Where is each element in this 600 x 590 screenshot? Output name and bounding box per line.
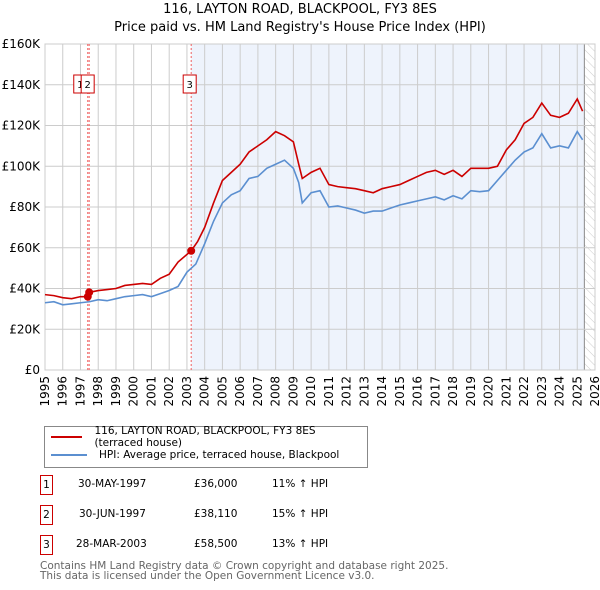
x-tick-label: 2004 xyxy=(198,376,212,407)
x-tick-label: 2000 xyxy=(127,376,141,407)
x-tick-label: 2003 xyxy=(180,376,194,407)
y-tick-label: £140K xyxy=(2,78,42,92)
legend-label-hpi: HPI: Average price, terraced house, Blac… xyxy=(99,449,340,461)
sale-hpi: 13% ↑ HPI xyxy=(272,538,329,550)
x-tick-label: 2012 xyxy=(340,376,354,407)
sale-point xyxy=(85,288,94,297)
x-tick-label: 2007 xyxy=(251,376,265,407)
sale-point xyxy=(187,246,196,255)
legend: 116, LAYTON ROAD, BLACKPOOL, FY3 8ES (te… xyxy=(44,425,368,468)
footer: Contains HM Land Registry data © Crown c… xyxy=(40,560,449,582)
x-tick-label: 1997 xyxy=(73,376,87,407)
chart-subtitle: Price paid vs. HM Land Registry's House … xyxy=(114,20,486,35)
legend-swatch-hpi xyxy=(51,454,87,456)
legend-item-hpi: HPI: Average price, terraced house, Blac… xyxy=(51,447,339,463)
sale-date: 28-MAR-2003 xyxy=(76,538,147,550)
x-tick-label: 1999 xyxy=(109,376,123,407)
x-tick-label: 1996 xyxy=(56,376,70,407)
sale-date: 30-JUN-1997 xyxy=(79,508,146,520)
y-tick-label: £120K xyxy=(2,119,42,133)
x-tick-label: 2009 xyxy=(286,376,300,407)
footer-licence: This data is licensed under the Open Gov… xyxy=(40,570,375,582)
x-tick-label: 2005 xyxy=(215,376,229,407)
sale-number: 1 xyxy=(40,475,53,495)
x-tick-label: 2021 xyxy=(499,376,513,407)
sale-label-box xyxy=(182,74,197,94)
sale-row: 1 30-MAY-1997 £36,000 11% ↑ HPI xyxy=(40,475,440,495)
x-tick-label: 2006 xyxy=(233,376,247,407)
x-tick-label: 2025 xyxy=(570,376,584,407)
x-tick-label: 1995 xyxy=(38,376,52,407)
x-tick-label: 2016 xyxy=(411,376,425,407)
x-tick-label: 2013 xyxy=(357,376,371,407)
sale-row: 3 28-MAR-2003 £58,500 13% ↑ HPI xyxy=(40,535,440,555)
sale-date: 30-MAY-1997 xyxy=(78,478,147,490)
y-tick-label: £20K xyxy=(9,322,41,336)
x-tick-label: 2017 xyxy=(428,376,442,407)
x-tick-label: 2020 xyxy=(482,376,496,407)
y-tick-label: £160K xyxy=(2,37,42,51)
x-tick-label: 2011 xyxy=(322,376,336,407)
x-tick-label: 2022 xyxy=(517,376,531,407)
legend-item-property: 116, LAYTON ROAD, BLACKPOOL, FY3 8ES (te… xyxy=(51,425,367,449)
footer-copyright: Contains HM Land Registry data © Crown c… xyxy=(40,560,449,572)
sale-row: 2 30-JUN-1997 £38,110 15% ↑ HPI xyxy=(40,505,440,525)
chart-title: 116, LAYTON ROAD, BLACKPOOL, FY3 8ES xyxy=(163,2,437,17)
x-tick-label: 2001 xyxy=(144,376,158,407)
hpi-line xyxy=(44,130,584,306)
y-tick-label: £100K xyxy=(2,159,42,173)
y-tick-label: £80K xyxy=(9,200,41,214)
x-tick-label: 2014 xyxy=(375,376,389,407)
sale-price: £38,110 xyxy=(194,508,238,520)
x-tick-label: 2024 xyxy=(553,376,567,407)
x-tick-label: 2023 xyxy=(535,376,549,407)
property-price-line xyxy=(44,97,584,300)
sale-price: £36,000 xyxy=(194,478,238,490)
x-tick-label: 2010 xyxy=(304,376,318,407)
sale-label-text: 3 xyxy=(187,80,193,91)
sale-label-box xyxy=(80,74,95,94)
x-tick-label: 2008 xyxy=(269,376,283,407)
sale-hpi: 15% ↑ HPI xyxy=(272,508,329,520)
sale-price: £58,500 xyxy=(194,538,238,550)
legend-swatch-property xyxy=(51,436,83,438)
y-tick-label: £40K xyxy=(9,282,41,296)
x-tick-label: 2018 xyxy=(446,376,460,407)
plot-area: 1995 1996 1997 1998 1999 2000 2001 2002 2003 2004… xyxy=(2,37,600,407)
sale-number: 3 xyxy=(40,535,53,555)
sale-number: 2 xyxy=(40,505,53,525)
plot-border xyxy=(44,43,596,371)
x-tick-label: 2019 xyxy=(464,376,478,407)
x-tick-label: 2015 xyxy=(393,376,407,407)
legend-label-property: 116, LAYTON ROAD, BLACKPOOL, FY3 8ES (te… xyxy=(94,425,316,449)
x-tick-label: 2026 xyxy=(588,376,600,407)
x-tick-label: 1998 xyxy=(91,376,105,407)
y-tick-label: £60K xyxy=(9,241,41,255)
sale-label-text: 2 xyxy=(84,80,90,91)
sale-label-text: 1 xyxy=(77,80,83,91)
x-tick-label: 2002 xyxy=(162,376,176,407)
y-tick-label: £0 xyxy=(25,363,40,377)
sale-hpi: 11% ↑ HPI xyxy=(272,478,329,490)
